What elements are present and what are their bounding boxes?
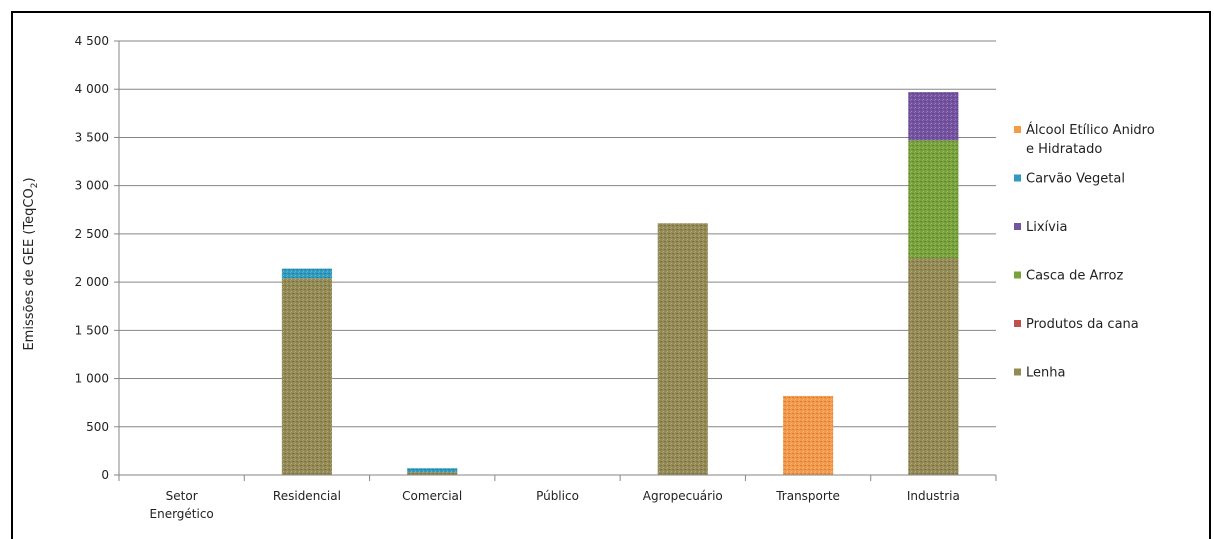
y-tick-label: 0 [101,468,109,482]
bar-segment-texture [657,223,708,475]
axes: 0 500 1 000 1 500 2 000 2 500 3 000 3 500 4 000 4… [75,34,997,521]
legend-label: e Hidratado [1026,142,1102,157]
legend-label: Álcool Etílico Anidro [1026,122,1155,138]
x-tick-label: Setor [166,489,198,503]
legend-swatch [1014,271,1021,279]
legend-swatch [1014,174,1021,182]
legend-label: Produtos da cana [1026,317,1139,332]
bar-segment-texture [908,92,959,141]
bar-segment-texture [783,395,834,475]
x-tick-label: Residencial [273,489,341,503]
legend-swatch [1014,223,1021,230]
legend-swatch [1014,320,1021,327]
y-tick-label: 2 500 [75,227,109,241]
bar-segment-texture [908,140,959,258]
legend-swatch [1014,368,1021,376]
y-tick-label: 4 000 [75,82,109,96]
x-tick-label: Industria [907,489,960,503]
legend-label: Carvão Vegetal [1026,172,1125,187]
legend-label: Lixívia [1026,220,1067,235]
x-tick-label: Público [536,489,579,503]
legend-label: Lenha [1026,366,1065,381]
stacked-bar-chart: 0 500 1 000 1 500 2 000 2 500 3 000 3 500 4 000 4… [22,34,1155,521]
bar-segment-texture [908,258,959,475]
chart-frame: 0 500 1 000 1 500 2 000 2 500 3 000 3 500 4 000 4… [11,11,1211,539]
y-tick-label: 2 000 [75,275,109,289]
y-tick-label: 1 000 [75,372,109,386]
legend: Álcool Etílico Anidro e Hidratado Carvão V… [1014,122,1155,381]
x-tick-label: Energético [150,507,214,521]
bar-segment-texture [407,468,458,473]
bar-segment-texture [281,268,332,279]
y-tick-label: 3 500 [75,130,109,144]
y-tick-label: 1 500 [75,323,109,337]
x-tick-label: Transporte [775,489,840,503]
bar-segment-texture [281,278,332,475]
bars [281,92,959,475]
x-tick-label: Agropecuário [643,489,723,503]
y-tick-label: 3 000 [75,179,109,193]
y-axis-label: Emissões de GEE (TeqCO2) [22,177,40,350]
legend-swatch [1014,126,1021,133]
y-tick-label: 500 [86,420,109,434]
legend-label: Casca de Arroz [1026,269,1123,284]
bar-segment-texture [407,472,458,475]
gridlines [119,40,996,428]
x-tick-label: Comercial [402,489,462,503]
y-tick-label: 4 500 [75,34,109,48]
